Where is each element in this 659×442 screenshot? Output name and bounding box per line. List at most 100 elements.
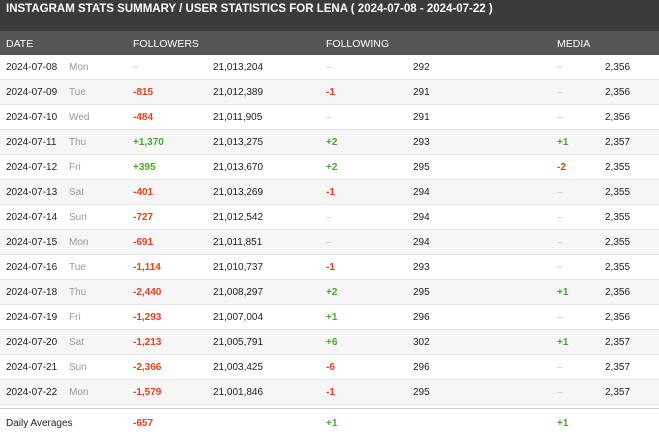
following-count: 302 — [413, 337, 430, 348]
followers-change: – — [133, 62, 139, 73]
following-count: 295 — [413, 162, 430, 173]
column-header-followers[interactable]: FOLLOWERS — [133, 38, 199, 50]
daily-averages-row: Daily Averages -657 +1 +1 — [0, 408, 659, 439]
following-change: +2 — [326, 287, 338, 298]
row-weekday: Mon — [69, 62, 89, 73]
table-row: 2024-07-16 Tue -1,114 21,010,737 -1 293 – 2,355 — [0, 255, 659, 280]
row-weekday: Wed — [69, 112, 90, 123]
following-count: 295 — [413, 387, 430, 398]
row-date: 2024-07-09 — [6, 87, 58, 98]
following-change: -1 — [326, 87, 335, 98]
row-date: 2024-07-10 — [6, 112, 58, 123]
row-date: 2024-07-14 — [6, 212, 58, 223]
column-header-following[interactable]: FOLLOWING — [326, 38, 390, 50]
averages-followers: -657 — [133, 418, 154, 429]
followers-count: 21,011,851 — [213, 237, 263, 248]
followers-count: 21,013,275 — [213, 137, 264, 148]
media-change: +1 — [557, 337, 569, 348]
media-change: -2 — [557, 162, 566, 173]
following-count: 291 — [413, 87, 430, 98]
row-weekday: Thu — [69, 287, 87, 298]
media-change: – — [557, 262, 563, 273]
media-change: – — [557, 312, 563, 323]
media-change: – — [557, 187, 563, 198]
following-change: – — [326, 237, 332, 248]
row-date: 2024-07-12 — [6, 162, 58, 173]
followers-count: 21,013,204 — [213, 62, 264, 73]
followers-count: 21,011,905 — [213, 112, 263, 123]
media-change: – — [557, 387, 563, 398]
following-change: – — [326, 212, 332, 223]
followers-change: -691 — [133, 237, 154, 248]
followers-change: -727 — [133, 212, 154, 223]
following-change: -1 — [326, 262, 335, 273]
media-change: – — [557, 112, 563, 123]
followers-count: 21,003,425 — [213, 362, 264, 373]
row-weekday: Sun — [69, 212, 87, 223]
row-weekday: Sat — [69, 337, 85, 348]
media-count: 2,356 — [605, 287, 631, 298]
followers-count: 21,012,542 — [213, 212, 264, 223]
following-count: 293 — [413, 137, 430, 148]
followers-change: +395 — [133, 162, 156, 173]
table-row: 2024-07-21 Sun -2,366 21,003,425 -6 296 – 2,357 — [0, 355, 659, 380]
row-date: 2024-07-19 — [6, 312, 58, 323]
media-change: – — [557, 362, 563, 373]
following-count: 291 — [413, 112, 430, 123]
row-weekday: Tue — [69, 262, 86, 273]
followers-change: +1,370 — [133, 137, 164, 148]
followers-change: -1,579 — [133, 387, 162, 398]
row-date: 2024-07-13 — [6, 187, 58, 198]
followers-change: -815 — [133, 87, 154, 98]
table-row: 2024-07-20 Sat -1,213 21,005,791 +6 302 +1 2,35… — [0, 330, 659, 355]
following-count: 296 — [413, 312, 430, 323]
table-row: 2024-07-22 Mon -1,579 21,001,846 -1 295 – 2,357 — [0, 380, 659, 405]
column-header-date[interactable]: DATE — [6, 38, 34, 50]
followers-count: 21,008,297 — [213, 287, 264, 298]
following-change: +6 — [326, 337, 338, 348]
row-weekday: Mon — [69, 387, 89, 398]
row-weekday: Fri — [69, 162, 81, 173]
following-count: 295 — [413, 287, 430, 298]
media-count: 2,357 — [605, 137, 631, 148]
followers-count: 21,001,846 — [213, 387, 264, 398]
followers-count: 21,013,670 — [213, 162, 264, 173]
row-date: 2024-07-20 — [6, 337, 58, 348]
followers-change: -1,213 — [133, 337, 162, 348]
media-count: 2,355 — [605, 237, 631, 248]
media-change: – — [557, 237, 563, 248]
following-change: -1 — [326, 187, 335, 198]
media-count: 2,355 — [605, 162, 631, 173]
media-count: 2,355 — [605, 187, 631, 198]
media-count: 2,357 — [605, 362, 631, 373]
following-change: -1 — [326, 387, 335, 398]
followers-count: 21,005,791 — [213, 337, 264, 348]
media-count: 2,357 — [605, 337, 631, 348]
row-weekday: Sat — [69, 187, 85, 198]
followers-count: 21,007,004 — [213, 312, 264, 323]
table-row: 2024-07-11 Thu +1,370 21,013,275 +2 293 +1 2,35… — [0, 130, 659, 155]
media-change: – — [557, 212, 563, 223]
following-count: 294 — [413, 237, 430, 248]
row-weekday: Fri — [69, 312, 81, 323]
row-date: 2024-07-22 — [6, 387, 58, 398]
following-count: 294 — [413, 212, 430, 223]
row-date: 2024-07-08 — [6, 62, 58, 73]
averages-following: +1 — [326, 418, 338, 429]
table-row: 2024-07-14 Sun -727 21,012,542 – 294 – 2,355 — [0, 205, 659, 230]
table-row: 2024-07-18 Thu -2,440 21,008,297 +2 295 +1 2,35… — [0, 280, 659, 305]
following-change: +2 — [326, 137, 338, 148]
row-date: 2024-07-18 — [6, 287, 58, 298]
following-change: – — [326, 62, 332, 73]
media-count: 2,356 — [605, 62, 631, 73]
row-weekday: Mon — [69, 237, 89, 248]
following-count: 296 — [413, 362, 430, 373]
page-title: INSTAGRAM STATS SUMMARY / USER STATISTIC… — [0, 0, 659, 31]
row-date: 2024-07-11 — [6, 137, 57, 148]
followers-change: -1,114 — [133, 262, 161, 273]
row-date: 2024-07-16 — [6, 262, 58, 273]
row-date: 2024-07-15 — [6, 237, 58, 248]
media-change: – — [557, 62, 563, 73]
column-header-media[interactable]: MEDIA — [557, 38, 591, 50]
followers-change: -1,293 — [133, 312, 162, 323]
